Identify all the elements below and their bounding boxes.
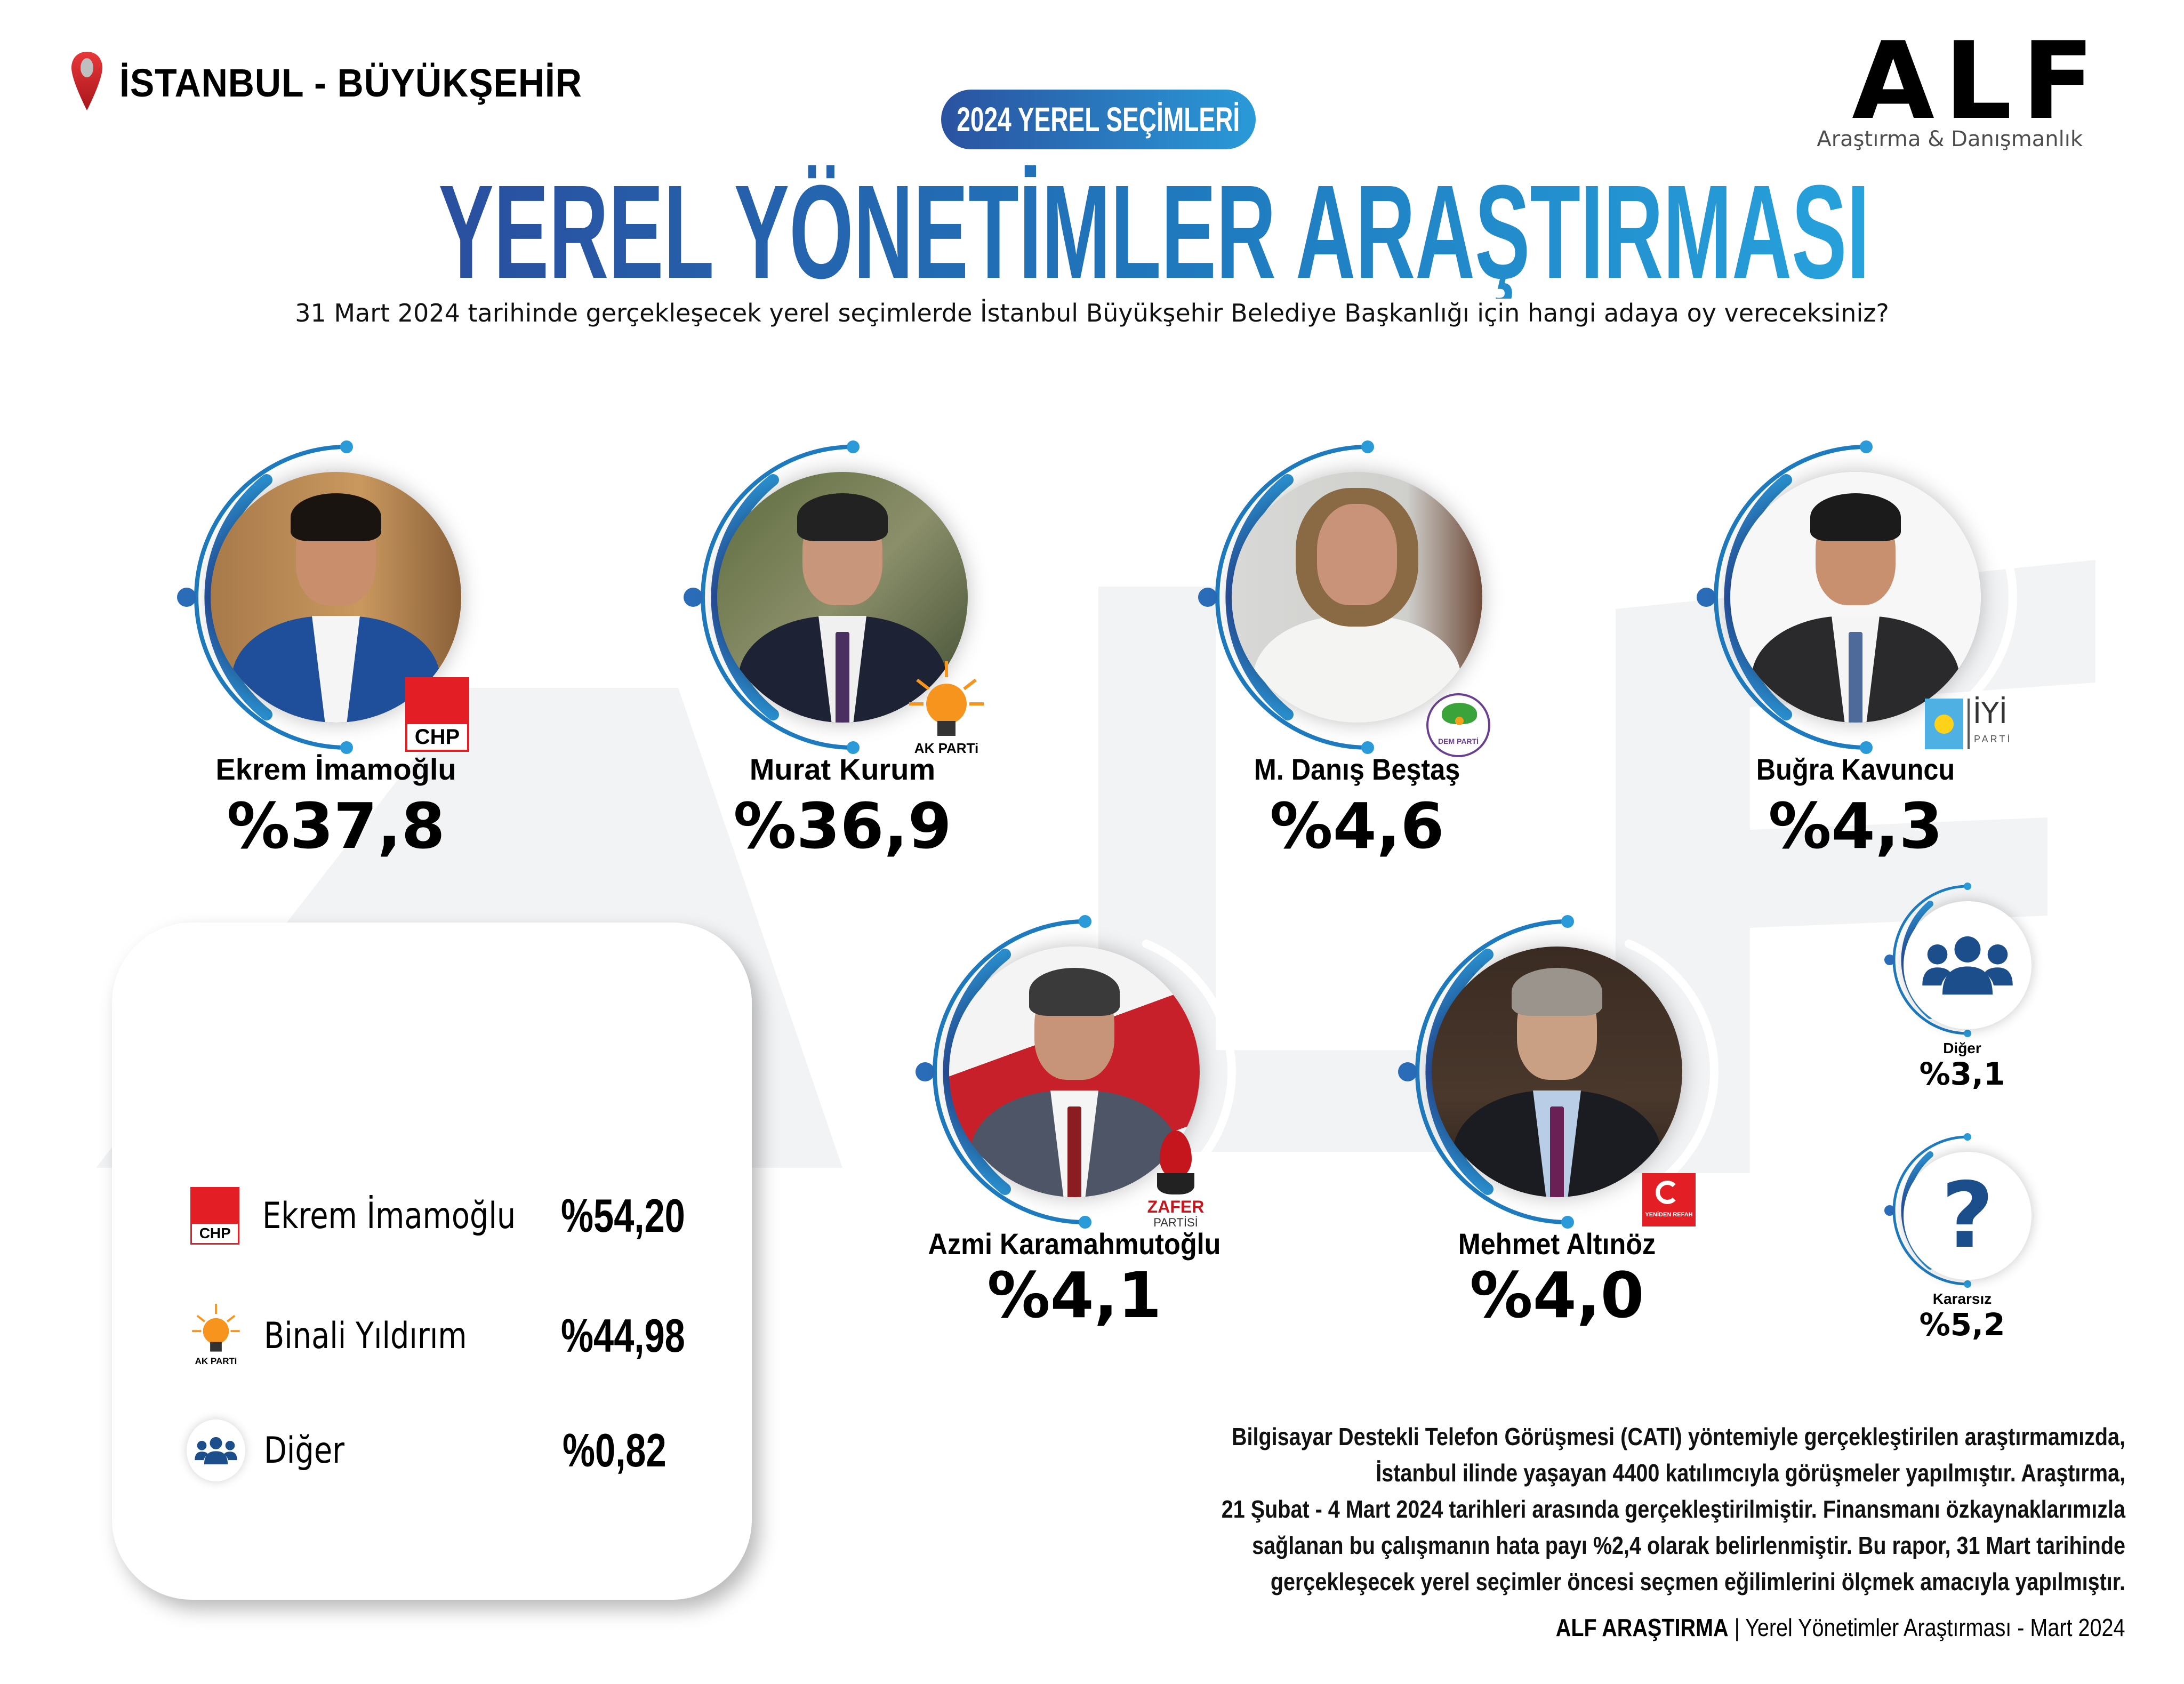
past-result-row: Diğer %0,82 <box>187 1418 720 1482</box>
page-title: YEREL YÖNETİMLER ARAŞTIRMASI <box>0 165 2184 299</box>
question-icon: ? <box>1941 1163 1994 1269</box>
past-candidate-percentage: %44,98 <box>560 1309 685 1362</box>
lightbulb-icon <box>192 1304 240 1352</box>
past-candidate-name: Binali Yıldırım <box>264 1314 467 1357</box>
methodology-line: sağlanan bu çalışmanın hata payı %2,4 ol… <box>1252 1531 2125 1559</box>
other-label: Diğer <box>1943 1040 1981 1056</box>
group-icon <box>195 1437 237 1464</box>
methodology-line: 21 Şubat - 4 Mart 2024 tarihleri arasınd… <box>1221 1495 2125 1523</box>
chp-logo-text: CHP <box>192 1224 238 1243</box>
yeniden-refah-logo: YENİDEN REFAH <box>1642 1173 1696 1226</box>
group-icon-badge <box>187 1420 245 1481</box>
logo-mark: ALF <box>1852 19 2104 143</box>
iyi-logo-text: İYİ <box>1973 696 2008 730</box>
iyi-logo-subtext: PARTİ <box>1974 734 2012 744</box>
zafer-logo-text: ZAFER <box>1147 1197 1205 1216</box>
other-circle: ? <box>1904 1152 2032 1280</box>
candidate-photo <box>717 472 968 723</box>
candidate-percentage: %4,1 <box>987 1258 1162 1332</box>
dem-logo-text: DEM PARTİ <box>1438 737 1479 745</box>
chp-logo-text: CHP <box>407 724 467 750</box>
zafer-parti-logo: ZAFER PARTİSİ <box>1138 1130 1213 1237</box>
candidate-photo <box>1730 472 1981 723</box>
logo-subtitle: Araştırma & Danışmanlık <box>1817 127 2083 151</box>
panel-title-line2: 2. TUR SEÇİM SONUÇLARI <box>112 1064 752 1122</box>
other-circle <box>1904 901 2032 1029</box>
refah-logo-text: YENİDEN REFAH <box>1645 1212 1693 1218</box>
page-title-text: YEREL YÖNETİMLER ARAŞTIRMASI <box>438 157 1870 306</box>
candidate-name: Ekrem İmamoğlu <box>215 752 456 786</box>
election-pill: 2024 YEREL SEÇİMLERİ <box>941 90 1256 149</box>
methodology-line: İstanbul ilinde yaşayan 4400 katılımcıyl… <box>1376 1459 2125 1487</box>
footer-brand: ALF ARAŞTIRMA <box>1556 1614 1729 1641</box>
candidate-percentage: %37,8 <box>227 789 445 863</box>
past-result-row: CHP Ekrem İmamoğlu %54,20 <box>187 1184 720 1248</box>
candidate-name: M. Danış Beştaş <box>1254 752 1460 786</box>
past-candidate-percentage: %0,82 <box>563 1424 667 1477</box>
sun-icon <box>1925 699 1963 749</box>
crescent-icon <box>1656 1181 1679 1204</box>
location-label: İSTANBUL - BÜYÜKŞEHİR <box>119 60 582 105</box>
survey-question: 31 Mart 2024 tarihinde gerçekleşecek yer… <box>295 299 1889 327</box>
lightbulb-icon <box>909 661 984 736</box>
candidate-percentage: %36,9 <box>733 789 952 863</box>
chp-logo: CHP <box>187 1186 244 1245</box>
map-pin-icon <box>69 51 105 115</box>
flame-icon <box>1160 1130 1192 1178</box>
pill-label: 2024 YEREL SEÇİMLERİ <box>957 100 1240 139</box>
footer-separator: | <box>1729 1614 1746 1641</box>
akp-logo-text: AK PARTi <box>914 740 979 756</box>
candidate-name: Mehmet Altınöz <box>1458 1227 1656 1261</box>
past-candidate-name: Diğer <box>264 1429 345 1472</box>
zafer-logo-subtext: PARTİSİ <box>1153 1216 1198 1229</box>
chp-logo: CHP <box>405 677 469 752</box>
other-label: Kararsız <box>1932 1290 1992 1307</box>
candidate-photo <box>1432 947 1682 1197</box>
candidate-name: Buğra Kavuncu <box>1756 752 1955 786</box>
akp-logo: AK PARTi <box>906 661 986 757</box>
akp-logo-text: AK PARTi <box>195 1356 237 1366</box>
candidate-percentage: %4,0 <box>1470 1258 1644 1332</box>
location-heading: İSTANBUL - BÜYÜKŞEHİR <box>69 51 622 115</box>
methodology-line: gerçekleşecek yerel seçimler öncesi seçm… <box>1270 1568 2125 1595</box>
candidate-photo <box>949 947 1200 1197</box>
footer-credit: ALF ARAŞTIRMA | Yerel Yönetimler Araştır… <box>1556 1613 2125 1642</box>
iyi-parti-logo: İYİ PARTİ <box>1925 696 2021 752</box>
panel-title-line1: MART 2019 <box>112 1003 752 1061</box>
other-percentage: %3,1 <box>1919 1056 2005 1092</box>
dem-parti-logo: DEM PARTİ <box>1426 693 1490 757</box>
footer-text: Yerel Yönetimler Araştırması - Mart 2024 <box>1745 1614 2125 1641</box>
other-percentage: %5,2 <box>1919 1306 2005 1343</box>
candidate-name: Azmi Karamahmutoğlu <box>928 1227 1221 1261</box>
methodology-line: Bilgisayar Destekli Telefon Görüşmesi (C… <box>1231 1423 2125 1450</box>
candidate-name: Murat Kurum <box>749 752 936 786</box>
akp-logo: AK PARTi <box>187 1304 245 1366</box>
candidate-percentage: %4,6 <box>1270 789 1444 863</box>
methodology-note: Bilgisayar Destekli Telefon Görüşmesi (C… <box>952 1418 2125 1600</box>
past-results-panel: MART 2019 2. TUR SEÇİM SONUÇLARI CHP Ekr… <box>112 923 752 1600</box>
candidate-percentage: %4,3 <box>1768 789 1943 863</box>
candidate-photo <box>1232 472 1482 723</box>
alf-logo: ALF Araştırma & Danışmanlık <box>1784 19 2104 152</box>
group-icon <box>1922 936 2013 995</box>
past-candidate-name: Ekrem İmamoğlu <box>262 1194 516 1237</box>
past-result-row: AK PARTi Binali Yıldırım %44,98 <box>187 1304 720 1368</box>
past-candidate-percentage: %54,20 <box>560 1189 685 1242</box>
